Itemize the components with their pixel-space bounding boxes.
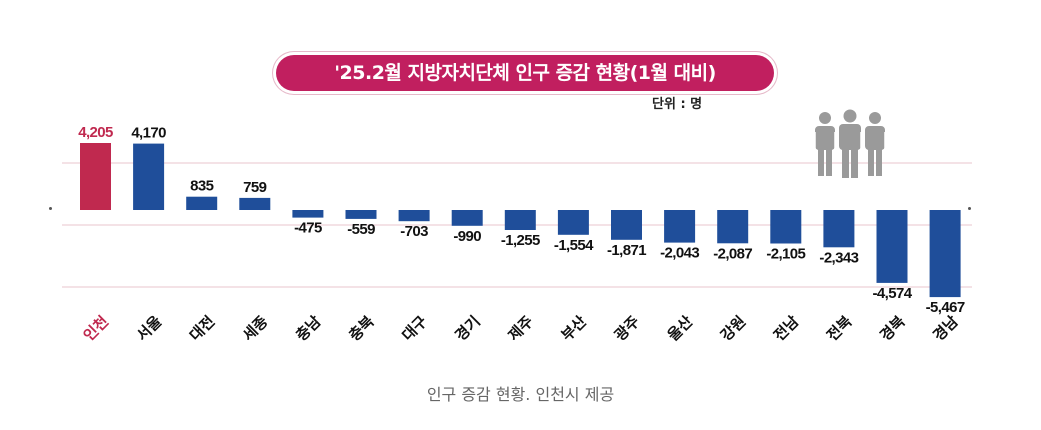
bar-5 [292, 210, 324, 218]
category-label-6: 충북 [345, 312, 377, 344]
value-label-4: 759 [243, 179, 266, 196]
bar-13 [717, 210, 749, 244]
category-label-4: 세종 [239, 312, 271, 344]
bar-6 [345, 210, 377, 219]
category-label-14: 전남 [770, 312, 802, 344]
category-label-11: 광주 [611, 312, 643, 344]
title-banner [276, 55, 774, 91]
bar-7 [398, 210, 430, 222]
category-label-8: 경기 [452, 312, 484, 344]
category-label-10: 부산 [558, 312, 590, 344]
value-label-12: -2,043 [660, 245, 699, 262]
value-label-13: -2,087 [713, 245, 752, 262]
bar-15 [823, 210, 855, 248]
bar-3 [186, 196, 218, 210]
category-label-15: 전북 [823, 312, 855, 344]
image-caption: 인구 증감 현황. 인천시 제공 [426, 385, 615, 404]
bar-4 [239, 197, 271, 210]
bar-11 [611, 210, 642, 240]
value-label-15: -2,343 [819, 249, 858, 266]
bar-16 [876, 210, 908, 283]
bar-12 [664, 210, 696, 243]
category-label-13: 강원 [717, 312, 749, 344]
category-label-7: 대구 [398, 312, 430, 344]
bar-8 [451, 210, 483, 226]
category-label-9: 제주 [505, 312, 537, 344]
value-label-17: -5,467 [926, 299, 965, 316]
value-label-14: -2,105 [766, 246, 805, 263]
category-label-1: 인천 [80, 312, 112, 344]
bar-17 [929, 210, 961, 298]
bar-1 [80, 143, 111, 210]
value-label-9: -1,255 [501, 232, 540, 249]
category-label-17: 경남 [929, 312, 961, 344]
people-group-icon [814, 109, 886, 178]
category-label-12: 울산 [664, 312, 696, 344]
bar-2 [133, 143, 165, 210]
value-label-6: -559 [347, 221, 375, 238]
chart-title: '25.2월 지방자치단체 인구 증감 현황(1월 대비) [334, 62, 716, 84]
value-label-11: -1,871 [607, 242, 646, 259]
right-edge-dot [968, 207, 971, 210]
bar-9 [504, 210, 536, 230]
bar-10 [557, 210, 589, 235]
left-edge-dot [49, 207, 52, 210]
value-label-10: -1,554 [554, 237, 594, 254]
bar-14 [770, 210, 802, 244]
category-label-5: 충남 [292, 312, 324, 344]
value-label-16: -4,574 [873, 285, 913, 302]
category-label-16: 경북 [876, 312, 908, 344]
value-label-5: -475 [294, 220, 322, 237]
value-label-3: 835 [190, 178, 213, 195]
value-label-2: 4,170 [131, 125, 166, 142]
category-label-3: 대전 [186, 312, 218, 344]
value-label-8: -990 [453, 228, 481, 245]
value-label-1: 4,205 [78, 124, 113, 141]
value-label-7: -703 [400, 223, 428, 240]
unit-label: 단위 : 명 [652, 97, 703, 112]
category-label-2: 서울 [133, 312, 165, 344]
